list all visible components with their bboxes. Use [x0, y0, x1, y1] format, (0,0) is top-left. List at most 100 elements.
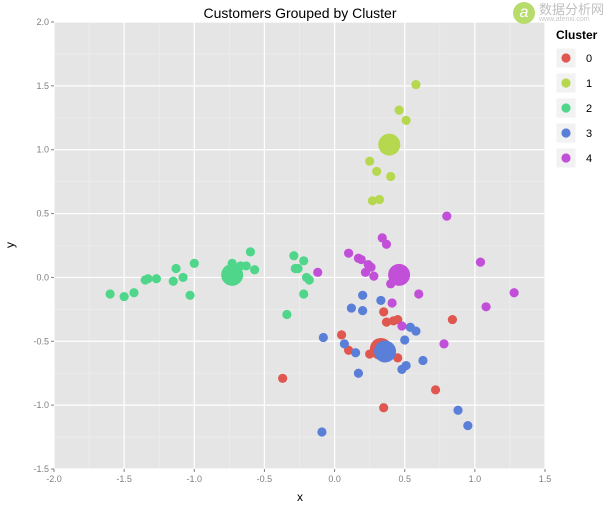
data-point-cluster-3	[317, 427, 327, 437]
data-point-cluster-2	[119, 291, 129, 302]
data-point-cluster-3	[346, 303, 357, 313]
data-point-cluster-4	[509, 288, 519, 298]
watermark-logo-icon: a	[512, 2, 535, 24]
data-point-cluster-0	[393, 353, 403, 363]
legend-label-4: 4	[586, 153, 592, 165]
y-tick-label: -1.5	[33, 464, 49, 474]
data-point-cluster-3	[353, 368, 364, 378]
data-point-cluster-4	[475, 257, 486, 267]
data-point-cluster-3	[351, 348, 361, 358]
x-tick-label: 0.5	[398, 474, 411, 484]
data-point-cluster-3	[318, 332, 328, 343]
data-point-cluster-2	[282, 309, 292, 320]
legend-swatch-3	[561, 128, 571, 138]
data-point-cluster-0	[278, 373, 288, 383]
data-points	[105, 79, 519, 437]
data-point-cluster-4	[356, 254, 366, 265]
data-point-cluster-2	[250, 265, 260, 275]
legend-title: Cluster	[556, 28, 598, 42]
data-point-cluster-0	[447, 314, 458, 325]
data-point-cluster-3	[376, 295, 386, 306]
data-point-cluster-2	[304, 275, 314, 285]
watermark-text: 数据分析网	[538, 2, 604, 17]
data-point-cluster-0	[381, 317, 392, 327]
data-point-cluster-4	[344, 248, 354, 258]
legend-swatch-2	[561, 103, 571, 113]
x-axis-label: x	[297, 490, 303, 504]
legend: Cluster 0 1 2 3 4	[555, 28, 598, 169]
data-point-cluster-0	[336, 330, 347, 340]
legend-label-1: 1	[586, 78, 592, 90]
data-point-cluster-2	[241, 261, 251, 271]
data-point-cluster-2	[171, 263, 181, 274]
data-point-cluster-3	[411, 326, 421, 336]
y-tick-label: 1.5	[36, 81, 49, 91]
data-point-cluster-1	[394, 105, 404, 115]
data-point-cluster-3	[463, 420, 473, 431]
y-tick-label: -0.5	[33, 336, 49, 346]
y-tick-label: -1.0	[33, 400, 49, 410]
data-point-cluster-4	[397, 321, 407, 331]
x-tick-label: -1.0	[187, 474, 203, 484]
x-tick-label: -0.5	[257, 474, 273, 484]
chart-title: Customers Grouped by Cluster	[204, 5, 397, 21]
data-point-cluster-4	[369, 271, 379, 281]
data-point-cluster-4	[481, 302, 491, 312]
y-axis-label: y	[3, 242, 17, 248]
data-point-cluster-3	[358, 306, 368, 316]
data-point-cluster-2	[299, 289, 309, 299]
data-point-cluster-4	[360, 267, 371, 277]
centroid-cluster-2	[221, 263, 244, 286]
data-point-cluster-2	[178, 272, 188, 283]
data-point-cluster-4	[439, 339, 449, 349]
data-point-cluster-4	[414, 289, 424, 299]
x-axis-ticks: -2.0 -1.5 -1.0 -0.5 0.0 0.5 1.0 1.5	[46, 469, 551, 484]
data-point-cluster-0	[430, 385, 441, 395]
data-point-cluster-2	[245, 247, 255, 257]
legend-label-3: 3	[586, 128, 592, 140]
data-point-cluster-1	[401, 115, 411, 125]
data-point-cluster-0	[379, 307, 389, 317]
legend-label-0: 0	[586, 53, 592, 65]
legend-swatch-4	[561, 153, 571, 163]
data-point-cluster-3	[418, 355, 428, 366]
y-tick-label: 0.5	[36, 209, 49, 219]
data-point-cluster-2	[299, 256, 309, 266]
data-point-cluster-4	[313, 267, 323, 277]
data-point-cluster-4	[381, 239, 392, 249]
x-tick-label: 1.0	[469, 474, 482, 484]
data-point-cluster-3	[453, 405, 463, 415]
centroid-cluster-4	[388, 263, 411, 286]
watermark: a 数据分析网 www.afenxi.com	[512, 2, 604, 24]
data-point-cluster-1	[411, 79, 421, 90]
x-tick-label: -1.5	[116, 474, 132, 484]
data-point-cluster-2	[289, 251, 299, 261]
grid-major	[53, 21, 546, 470]
data-point-cluster-1	[367, 196, 378, 206]
legend-swatch-1	[561, 78, 571, 88]
data-point-cluster-2	[168, 276, 178, 286]
data-point-cluster-2	[143, 274, 153, 284]
data-point-cluster-0	[379, 403, 389, 413]
centroid-cluster-3	[374, 340, 397, 363]
data-point-cluster-2	[151, 274, 162, 284]
centroid-cluster-1	[378, 133, 401, 156]
data-point-cluster-3	[339, 339, 349, 349]
y-axis-ticks: -1.5 -1.0 -0.5 0.0 0.5 1.0 1.5 2.0	[33, 17, 54, 474]
data-point-cluster-2	[189, 258, 199, 268]
data-point-cluster-1	[372, 166, 382, 177]
data-point-cluster-4	[442, 211, 452, 221]
x-tick-label: 1.5	[539, 474, 552, 484]
legend-swatch-0	[561, 53, 571, 63]
data-point-cluster-1	[386, 171, 396, 182]
data-point-cluster-3	[400, 335, 410, 345]
y-tick-label: 1.0	[36, 145, 49, 155]
data-point-cluster-3	[401, 360, 411, 371]
data-point-cluster-1	[365, 156, 375, 166]
legend-label-2: 2	[586, 103, 592, 115]
y-tick-label: 2.0	[36, 17, 49, 27]
x-tick-label: -2.0	[46, 474, 62, 484]
watermark-url: www.afenxi.com	[538, 16, 590, 23]
data-point-cluster-2	[293, 263, 303, 274]
